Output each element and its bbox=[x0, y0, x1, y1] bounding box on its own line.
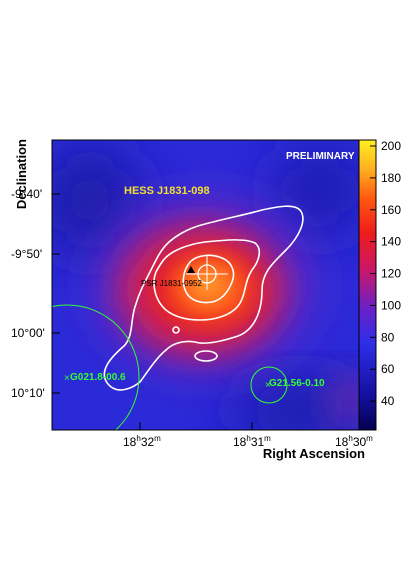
x-tick-label: 18h31m bbox=[233, 434, 271, 449]
snr-circle-g021.8 bbox=[52, 304, 140, 430]
y-tick-label: 10°10' bbox=[11, 386, 45, 400]
y-axis-title: Declination bbox=[14, 139, 29, 209]
snr-x-icon: × bbox=[265, 380, 271, 391]
contour-small-blob bbox=[194, 350, 218, 362]
contour-inner bbox=[182, 254, 235, 304]
colorbar-ticks: 40 60 80 100 120 140 160 180 200 bbox=[370, 139, 401, 408]
contour-outer bbox=[103, 205, 304, 391]
colorbar-tick-label: 40 bbox=[381, 394, 395, 408]
colorbar-tick-label: 60 bbox=[381, 362, 395, 376]
colorbar-tick-label: 120 bbox=[381, 267, 401, 281]
colorbar-tick-label: 80 bbox=[381, 330, 395, 344]
significance-contours bbox=[103, 205, 304, 391]
snr-x-icon: × bbox=[64, 373, 70, 384]
pulsar-triangle-icon bbox=[187, 266, 195, 273]
snr-label-2: G21.56-0.10 bbox=[269, 378, 325, 389]
snr-circle-g21.56 bbox=[250, 366, 288, 404]
colorbar-tick-label: 180 bbox=[381, 171, 401, 185]
y-axis-ticks bbox=[52, 193, 60, 394]
colorbar-tick-label: 200 bbox=[381, 139, 401, 153]
snr-markers: × × bbox=[52, 304, 288, 430]
source-position-marker bbox=[186, 256, 228, 290]
y-tick-label: -9°50' bbox=[11, 247, 42, 261]
colorbar-tick-label: 140 bbox=[381, 235, 401, 249]
source-name-label: HESS J1831-098 bbox=[124, 185, 210, 197]
x-tick-label: 18h30m bbox=[335, 434, 373, 449]
colorbar bbox=[358, 139, 377, 431]
contour-middle bbox=[153, 239, 261, 321]
y-tick-label: 10°00' bbox=[11, 326, 45, 340]
pulsar-label: PSR J1831-0952 bbox=[141, 279, 202, 288]
x-tick-label: 18h32m bbox=[123, 434, 161, 449]
colorbar-tick-label: 160 bbox=[381, 203, 401, 217]
x-axis-title: Right Ascension bbox=[263, 446, 365, 461]
y-tick-label: -9°40' bbox=[11, 187, 42, 201]
heatmap bbox=[52, 140, 359, 430]
colorbar-tick-label: 100 bbox=[381, 298, 401, 312]
contour-tiny-blob bbox=[172, 326, 180, 334]
snr-label-1: G021.8-00.6 bbox=[70, 372, 126, 383]
preliminary-watermark: PRELIMINARY bbox=[286, 151, 355, 162]
